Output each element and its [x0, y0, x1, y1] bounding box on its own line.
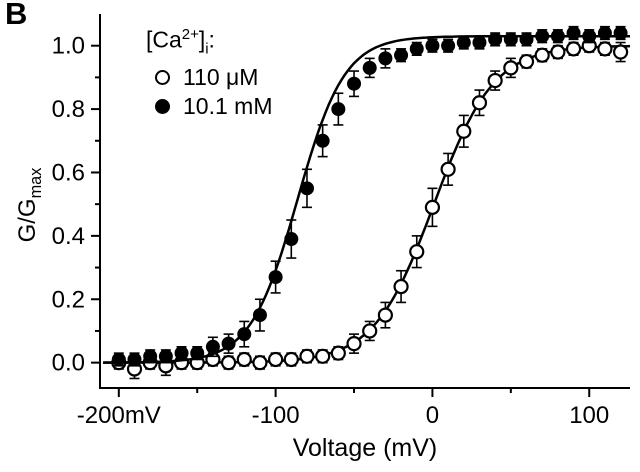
data-point-filled	[158, 349, 173, 364]
y-tick-label: 1.0	[52, 33, 85, 60]
legend-title: [Ca2+]i:	[146, 20, 272, 63]
y-axis-label-main: G/G	[14, 198, 42, 243]
data-point-filled	[472, 35, 487, 50]
x-axis-label: Voltage (mV)	[292, 434, 438, 462]
data-point-open	[315, 348, 331, 364]
data-point-filled	[582, 29, 597, 44]
y-tick-label: 0.0	[52, 350, 85, 377]
data-point-filled	[456, 35, 471, 50]
data-point-open	[565, 41, 582, 57]
data-point-open	[503, 60, 519, 76]
data-point-filled	[362, 60, 377, 75]
legend-title-subscript: i	[205, 40, 209, 58]
data-point-open	[268, 351, 284, 368]
data-point-open	[377, 307, 393, 323]
data-point-filled	[205, 339, 220, 354]
data-point-filled	[347, 76, 362, 91]
data-point-filled	[237, 327, 252, 342]
axes	[91, 14, 630, 397]
x-tick-label: 0	[426, 402, 439, 429]
data-point-filled	[566, 26, 581, 41]
legend-item-open: 110 μM	[146, 63, 272, 92]
legend-item-label: 110 μM	[183, 64, 259, 91]
x-tick-label: 100	[569, 402, 609, 429]
data-point-open	[424, 199, 441, 215]
data-point-filled	[268, 270, 283, 285]
y-tick-label: 0.8	[52, 96, 85, 123]
data-point-open	[283, 351, 299, 368]
legend-title-prefix: [Ca	[146, 26, 182, 53]
data-point-open	[393, 278, 409, 295]
filled-circle-icon	[155, 99, 170, 115]
data-point-filled	[425, 38, 440, 53]
series-filled	[103, 25, 630, 367]
x-tick-label: -100	[252, 402, 300, 429]
data-point-filled	[503, 32, 518, 47]
data-point-open	[487, 72, 503, 89]
legend-title-superscript: 2+	[181, 26, 199, 43]
data-point-filled	[252, 308, 267, 323]
data-point-filled	[111, 352, 126, 367]
data-point-open	[440, 161, 456, 177]
legend-title-colon: :	[208, 26, 215, 53]
data-point-open	[612, 44, 629, 60]
data-point-filled	[190, 346, 205, 361]
data-point-filled	[315, 133, 330, 148]
data-point-filled	[284, 232, 299, 247]
y-axis-label: G/Gmax	[14, 168, 46, 243]
data-point-open	[236, 351, 252, 368]
data-point-filled	[597, 26, 612, 41]
tick-labels: -200mV -100 0 100 0.0 0.2 0.4 0.6 0.8 1.0	[52, 33, 610, 429]
y-tick-label: 0.4	[52, 223, 85, 250]
data-point-filled	[550, 29, 565, 44]
data-point-open	[330, 345, 346, 361]
data-point-filled	[174, 346, 189, 361]
data-point-filled	[409, 41, 424, 56]
data-point-open	[220, 355, 237, 371]
y-tick-label: 0.6	[52, 159, 85, 186]
data-point-filled	[299, 181, 314, 196]
y-axis-label-sub: max	[26, 167, 45, 199]
series-open	[103, 38, 631, 380]
data-point-open	[252, 355, 268, 371]
data-point-filled	[331, 102, 346, 117]
data-point-open	[456, 123, 472, 139]
x-tick-label: -200mV	[77, 402, 161, 429]
data-point-filled	[535, 29, 550, 44]
legend-title-bracket: ]	[198, 26, 206, 53]
legend: [Ca2+]i: 110 μM 10.1 mM	[146, 20, 272, 121]
data-point-filled	[488, 32, 503, 47]
data-point-filled	[127, 352, 142, 367]
data-point-filled	[441, 38, 456, 53]
data-point-filled	[221, 336, 236, 351]
data-point-open	[299, 348, 315, 364]
data-point-open	[346, 336, 362, 352]
data-point-open	[471, 95, 488, 111]
data-point-filled	[143, 349, 158, 364]
data-point-open	[550, 44, 566, 60]
data-point-open	[362, 323, 378, 339]
data-point-open	[409, 244, 425, 260]
data-point-open	[597, 41, 613, 57]
data-point-filled	[613, 26, 628, 41]
data-point-filled	[519, 32, 534, 47]
data-point-open	[518, 53, 535, 70]
data-point-filled	[378, 51, 393, 66]
data-point-filled	[394, 48, 409, 63]
panel-label: B	[5, 0, 28, 31]
legend-item-filled: 10.1 mM	[146, 92, 272, 121]
open-circle-icon	[155, 70, 170, 86]
legend-item-label: 10.1 mM	[183, 93, 273, 120]
data-point-open	[534, 47, 550, 63]
y-tick-label: 0.2	[52, 286, 85, 313]
